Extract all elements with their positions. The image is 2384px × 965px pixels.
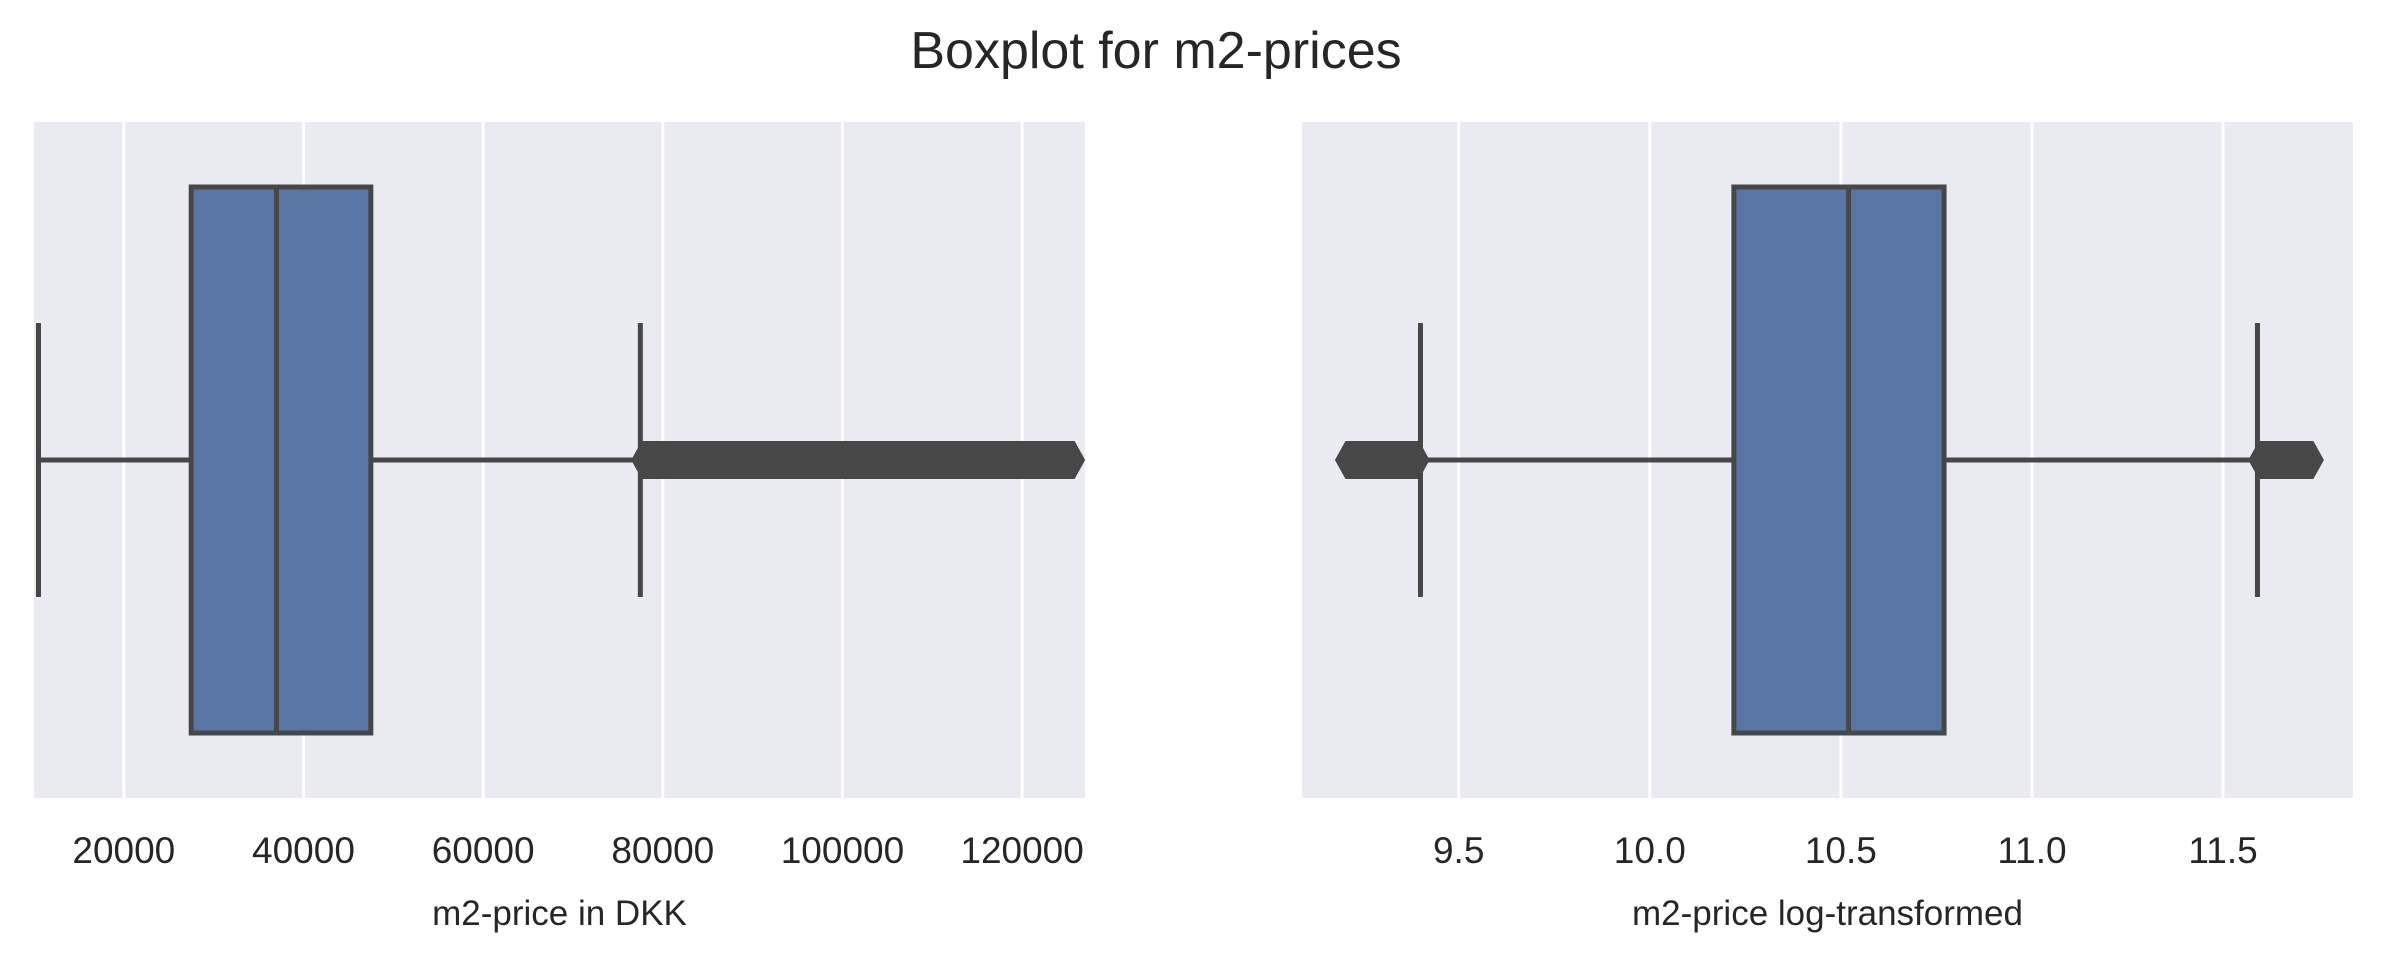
- iqr-box: [1731, 184, 1947, 736]
- x-tick-label: 60000: [432, 830, 535, 871]
- upper-outliers: [631, 441, 1086, 479]
- x-axis-label: m2-price log-transformed: [1632, 894, 2023, 933]
- x-axis-label: m2-price in DKK: [432, 894, 687, 933]
- x-tick-label: 11.0: [1997, 830, 2066, 871]
- upper-outliers: [2248, 441, 2324, 479]
- lower-outliers: [1334, 441, 1430, 479]
- figure-title: Boxplot for m2-prices: [910, 22, 1401, 80]
- x-tick-label: 100000: [781, 830, 904, 871]
- x-tick-label: 40000: [252, 830, 355, 871]
- x-tick-label: 80000: [611, 830, 714, 871]
- x-tick-label: 10.5: [1805, 830, 1877, 871]
- left-boxplot-panel: 20000 40000 60000 80000 100000 120000 m2-price…: [34, 122, 1086, 933]
- x-tick-label: 10.0: [1614, 830, 1686, 871]
- right-boxplot-panel: 9.5 10.0 10.5 11.0 11.5 m2-price log-transfor…: [1302, 122, 2353, 933]
- iqr-box: [188, 184, 374, 736]
- x-tick-label: 120000: [960, 830, 1083, 871]
- x-tick-label: 11.5: [2188, 830, 2257, 871]
- x-tick-label: 9.5: [1433, 830, 1484, 871]
- x-tick-label: 20000: [72, 830, 175, 871]
